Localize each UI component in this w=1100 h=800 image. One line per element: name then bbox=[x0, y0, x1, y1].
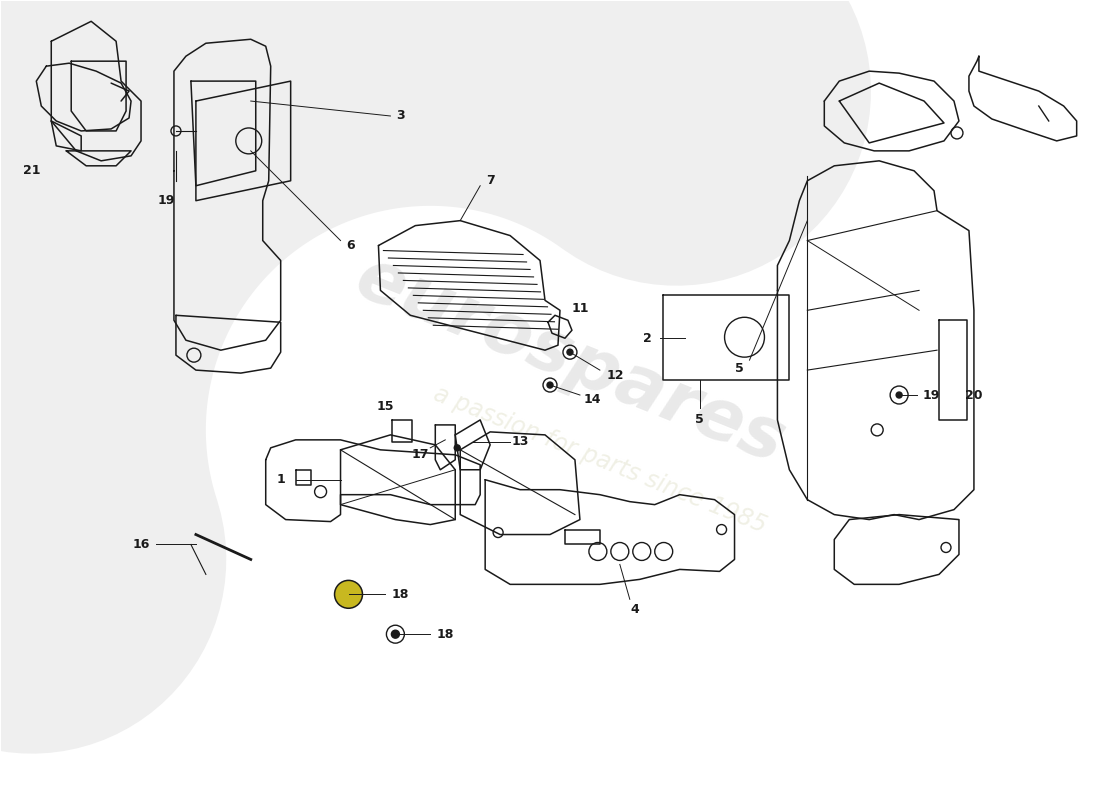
Circle shape bbox=[896, 392, 902, 398]
Text: 3: 3 bbox=[396, 110, 405, 122]
Circle shape bbox=[334, 580, 363, 608]
Text: 13: 13 bbox=[512, 435, 529, 448]
Text: 19: 19 bbox=[157, 194, 175, 207]
Text: 7: 7 bbox=[486, 174, 495, 187]
Text: 1: 1 bbox=[276, 474, 285, 486]
Text: 16: 16 bbox=[132, 538, 150, 551]
Text: a passion for parts since 1985: a passion for parts since 1985 bbox=[430, 382, 770, 538]
Text: 14: 14 bbox=[583, 394, 601, 406]
Circle shape bbox=[566, 349, 573, 355]
Text: 18: 18 bbox=[437, 628, 454, 641]
Text: 5: 5 bbox=[695, 414, 704, 426]
Text: 17: 17 bbox=[411, 448, 429, 462]
Text: 20: 20 bbox=[965, 389, 982, 402]
Circle shape bbox=[547, 382, 553, 388]
Text: 6: 6 bbox=[346, 239, 355, 252]
Text: 5: 5 bbox=[735, 362, 744, 374]
Text: 11: 11 bbox=[571, 302, 588, 315]
Text: 21: 21 bbox=[23, 164, 40, 178]
Circle shape bbox=[392, 630, 399, 638]
Text: 4: 4 bbox=[630, 602, 639, 616]
Circle shape bbox=[454, 445, 460, 451]
Text: 19: 19 bbox=[922, 389, 939, 402]
Text: eurospares: eurospares bbox=[345, 242, 794, 478]
Text: 15: 15 bbox=[376, 401, 394, 414]
Text: 12: 12 bbox=[606, 369, 624, 382]
Text: 2: 2 bbox=[644, 332, 652, 345]
Text: 18: 18 bbox=[392, 588, 409, 601]
